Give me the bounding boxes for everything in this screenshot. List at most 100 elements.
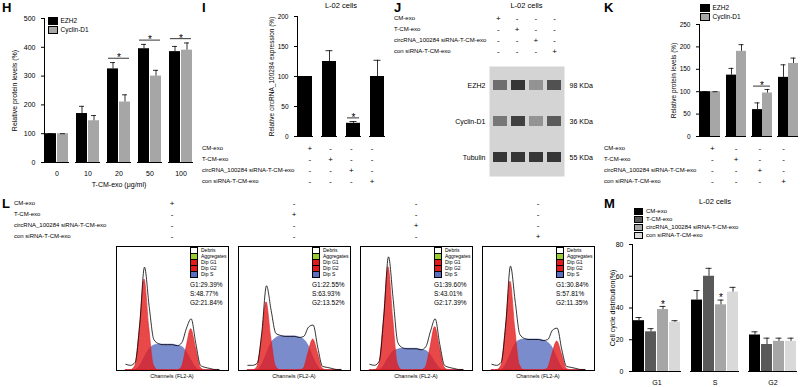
html-text:G1:30.84%: G1:30.84% (556, 281, 589, 288)
html-text:Dip G2: Dip G2 (323, 265, 339, 271)
html-text:Cyclin-D1: Cyclin-D1 (60, 26, 89, 33)
html-text:circRNA_100284 siRNA-T-CM-exo: circRNA_100284 siRNA-T-CM-exo (394, 37, 487, 43)
svg-text:*: * (352, 112, 356, 123)
svg-text:100: 100 (680, 88, 691, 95)
svg-text:0: 0 (32, 159, 36, 166)
svg-text:60: 60 (616, 272, 624, 279)
svg-text:T-CM-exo (μg/ml): T-CM-exo (μg/ml) (92, 181, 147, 189)
html-text:CM-exo: CM-exo (14, 200, 35, 206)
html-text:Channels (FL2-A): Channels (FL2-A) (272, 373, 316, 379)
html-text:Dip S: Dip S (201, 271, 214, 277)
html-text:S:63.93%: S:63.93% (312, 290, 341, 297)
html-text:G1:29.39%: G1:29.39% (190, 281, 223, 288)
html-text:CM-exo: CM-exo (604, 145, 625, 151)
html-text:M: M (604, 196, 615, 211)
svg-text:S: S (713, 379, 718, 386)
html-text:Debris: Debris (201, 247, 216, 253)
html-text:G1:22.55%: G1:22.55% (312, 281, 345, 288)
html-text:EZH2: EZH2 (60, 17, 78, 24)
html-text:L-02 cells: L-02 cells (698, 197, 731, 206)
html-text:G2:11.35%: G2:11.35% (556, 299, 588, 306)
svg-text:50: 50 (683, 110, 691, 117)
svg-text:Cyclin-D1: Cyclin-D1 (455, 118, 485, 126)
html-text:con siRNA-T-CM-exo: con siRNA-T-CM-exo (604, 178, 661, 184)
html-text:EZH2: EZH2 (712, 4, 730, 11)
svg-text:Cell cycle distribution(%): Cell cycle distribution(%) (609, 270, 617, 347)
html-text:Channels (FL2-A): Channels (FL2-A) (150, 373, 194, 379)
svg-text:20: 20 (616, 336, 624, 343)
html-text:circRNA_100284 siRNA-T-CM-exo: circRNA_100284 siRNA-T-CM-exo (14, 222, 107, 228)
svg-text:0: 0 (285, 133, 289, 140)
svg-text:0: 0 (620, 368, 624, 375)
svg-text:36 KDa: 36 KDa (570, 118, 593, 125)
html-text:G2:13.52%: G2:13.52% (312, 299, 345, 306)
svg-text:G2: G2 (768, 379, 777, 386)
svg-text:500: 500 (24, 15, 36, 22)
svg-text:Tubulin: Tubulin (463, 154, 486, 161)
svg-text:150: 150 (680, 65, 691, 72)
html-text:T-CM-exo: T-CM-exo (604, 156, 631, 162)
html-text:con siRNA-T-CM-exo: con siRNA-T-CM-exo (14, 233, 71, 239)
html-text:H: H (2, 0, 12, 15)
svg-text:250: 250 (680, 21, 691, 28)
svg-text:Relative protein levels (%): Relative protein levels (%) (670, 43, 678, 119)
svg-text:80: 80 (616, 241, 624, 248)
svg-text:20: 20 (115, 170, 123, 177)
svg-text:*: * (117, 52, 121, 63)
html-text:Dip S: Dip S (323, 271, 336, 277)
html-text:K: K (604, 0, 614, 15)
svg-text:0: 0 (55, 170, 59, 177)
html-text:S:43.01%: S:43.01% (434, 290, 463, 297)
html-text:Dip G1: Dip G1 (323, 259, 339, 265)
html-text:S:48.77%: S:48.77% (190, 290, 219, 297)
svg-text:300: 300 (24, 72, 36, 79)
html-text:Aggregates: Aggregates (201, 253, 227, 259)
html-text:Dip G1: Dip G1 (201, 259, 217, 265)
html-text:con siRNA-T-CM-exo: con siRNA-T-CM-exo (202, 178, 259, 184)
html-text:J: J (394, 0, 402, 15)
html-text:L: L (2, 196, 10, 211)
html-text:con siRNA-T-CM-exo: con siRNA-T-CM-exo (394, 48, 451, 54)
svg-text:Relative circRNA_100284 expres: Relative circRNA_100284 expression (%) (268, 17, 276, 137)
svg-text:*: * (760, 80, 764, 91)
svg-text:55 KDa: 55 KDa (570, 154, 593, 161)
html-text:Cyclin-D1: Cyclin-D1 (712, 13, 741, 20)
svg-text:0: 0 (687, 133, 691, 140)
svg-text:200: 200 (680, 43, 691, 50)
svg-text:100: 100 (278, 73, 289, 80)
html-text:circRNA_100284 siRNA-T-CM-exo: circRNA_100284 siRNA-T-CM-exo (202, 167, 295, 173)
svg-text:G1: G1 (652, 379, 661, 386)
svg-text:200: 200 (278, 13, 289, 20)
svg-text:100: 100 (175, 170, 187, 177)
html-text:Aggregates: Aggregates (323, 253, 349, 259)
svg-text:150: 150 (278, 43, 289, 50)
svg-text:EZH2: EZH2 (468, 82, 486, 89)
html-text:T-CM-exo: T-CM-exo (394, 26, 421, 32)
svg-text:50: 50 (146, 170, 154, 177)
html-text:T-CM-exo: T-CM-exo (202, 156, 229, 162)
html-text:CM-exo: CM-exo (394, 15, 415, 21)
svg-text:*: * (179, 33, 183, 44)
svg-text:10: 10 (84, 170, 92, 177)
html-text:L-02 cells: L-02 cells (510, 1, 543, 10)
svg-text:Relative protein levels (%): Relative protein levels (%) (11, 50, 19, 131)
html-text:G2:17.39%: G2:17.39% (434, 299, 467, 306)
html-text:L-02 cells: L-02 cells (324, 1, 357, 10)
html-text:G1:39.60%: G1:39.60% (434, 281, 467, 288)
svg-text:200: 200 (24, 101, 36, 108)
html-text:Debris: Debris (323, 247, 338, 253)
svg-text:98 KDa: 98 KDa (570, 82, 593, 89)
svg-text:400: 400 (24, 44, 36, 51)
html-text:CM-exo: CM-exo (202, 145, 223, 151)
svg-text:*: * (719, 292, 723, 303)
html-text:S:57.81%: S:57.81% (556, 290, 585, 297)
svg-text:40: 40 (616, 304, 624, 311)
html-text:G2:21.84%: G2:21.84% (190, 299, 223, 306)
html-text:circRNA_100284 siRNA-T-CM-exo: circRNA_100284 siRNA-T-CM-exo (604, 167, 697, 173)
svg-text:*: * (148, 34, 152, 45)
svg-text:100: 100 (24, 130, 36, 137)
html-text:Dip G2: Dip G2 (201, 265, 217, 271)
svg-text:50: 50 (281, 103, 289, 110)
html-text:T-CM-exo: T-CM-exo (14, 211, 41, 217)
svg-text:*: * (661, 299, 665, 310)
